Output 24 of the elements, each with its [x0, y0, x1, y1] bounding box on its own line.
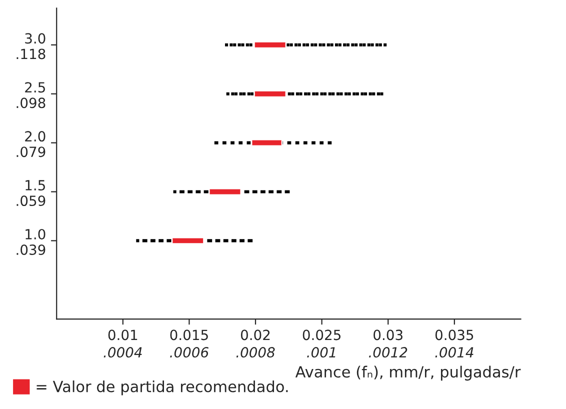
x2-tick-label: .0014: [435, 347, 474, 358]
y-tick-label: 1.5 .059: [16, 180, 46, 206]
x-axis-title: Avance (fₙ), mm/r, pulgadas/r: [295, 366, 521, 381]
y-tick-label: 2.5 .098: [16, 82, 46, 108]
y-tick-label: 1.0 .039: [16, 228, 46, 256]
x-tick-label: 0.03: [374, 330, 402, 340]
x2-tick-label: .0004: [104, 347, 142, 358]
x2-tick-label: .001: [307, 347, 336, 358]
x-tick-label: 0.02: [240, 330, 270, 340]
x2-tick-label: .0008: [236, 347, 275, 358]
x2-tick-label: .0006: [170, 347, 208, 358]
x-tick-label: 0.01: [108, 330, 138, 340]
bar: [250, 138, 283, 147]
legend-label: = Valor de partida recomendado.: [36, 380, 288, 396]
y-tick-label: 2.0 .079: [16, 131, 46, 158]
bar: [253, 90, 287, 98]
y-tick-label: 3.0 .118: [16, 33, 46, 60]
x-tick-label: 0.035: [435, 330, 474, 340]
x-tick-label: 0.015: [170, 330, 208, 340]
x-tick-label: 0.025: [302, 330, 340, 340]
x2-tick-label: .0012: [369, 347, 408, 358]
bar: [171, 236, 204, 245]
bar: [208, 188, 242, 196]
bar: [253, 41, 287, 49]
